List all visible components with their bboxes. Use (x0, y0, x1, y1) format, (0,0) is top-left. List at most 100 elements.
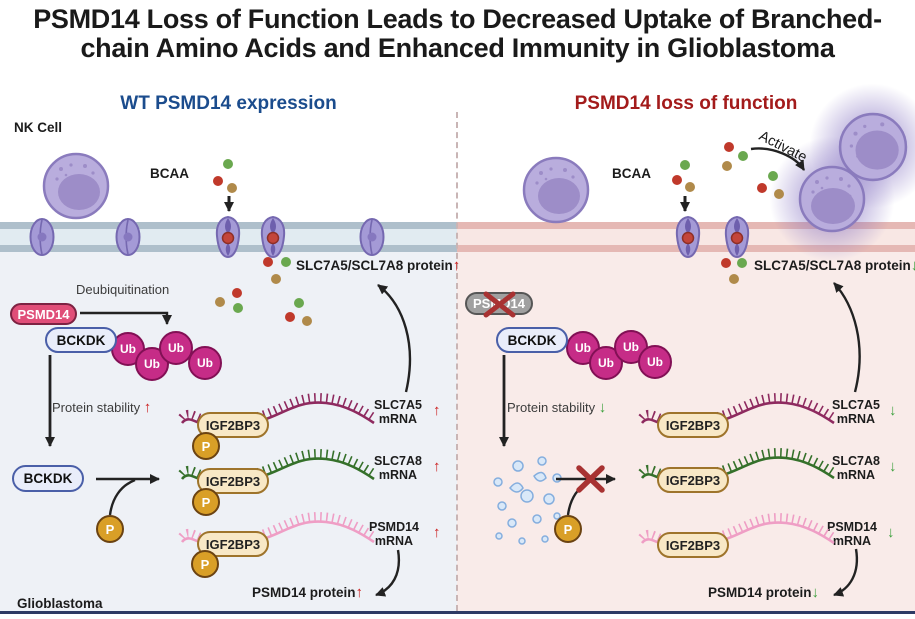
mrna-text: mRNA (378, 412, 418, 426)
nk-cell-label: NK Cell (14, 120, 63, 135)
transporter-active-icon (675, 216, 701, 258)
mrna-label-slc7a8-right: SLC7A8 mRNA (824, 454, 888, 482)
figure-bottom-border (0, 611, 915, 614)
slc-protein-label-right: SLC7A5/SCL7A8 protein↓ (754, 257, 915, 274)
figure-title: PSMD14 Loss of Function Leads to Decreas… (0, 5, 915, 63)
bcaa-dot-green (281, 257, 291, 267)
gene-name: SLC7A5 (374, 398, 422, 412)
bcaa-dot-red (232, 288, 242, 298)
increase-arrow: ↑ (433, 402, 441, 419)
phosphate-circle: P (192, 488, 220, 516)
bcaa-dot-red (672, 175, 682, 185)
bcaa-dot-green (680, 160, 690, 170)
igf2bp3-pill: IGF2BP3 (197, 412, 269, 438)
mrna-label-slc7a5-left: SLC7A5 mRNA (366, 398, 430, 426)
bcaa-label-left: BCAA (150, 166, 189, 181)
nk-cell-icon (522, 156, 590, 224)
protein-stability-label-left: Protein stability ↑ (52, 399, 151, 416)
bcaa-dot-green (223, 159, 233, 169)
bcaa-dot-brown (227, 183, 237, 193)
bcaa-dot-brown (729, 274, 739, 284)
title-line-2: chain Amino Acids and Enhanced Immunity … (80, 33, 835, 63)
psmd14-pill: PSMD14 (10, 303, 77, 325)
phosphate-circle: P (192, 432, 220, 460)
gene-name: PSMD14 (368, 520, 420, 534)
ubiquitin-circle: Ub (159, 331, 193, 365)
increase-arrow: ↑ (433, 524, 441, 541)
left-panel-header: WT PSMD14 expression (120, 93, 337, 114)
psmd14-protein-text: PSMD14 protein (708, 585, 812, 600)
ubiquitin-circle: Ub (638, 345, 672, 379)
bcaa-dot-red (285, 312, 295, 322)
psmd14-protein-label-right: PSMD14 protein↓ (708, 584, 819, 601)
decrease-arrow: ↓ (910, 257, 915, 274)
transporter-active-icon (724, 216, 750, 258)
bcaa-dot-red (721, 258, 731, 268)
bcaa-dot-brown (302, 316, 312, 326)
slc-protein-text: SLC7A5/SCL7A8 protein (754, 258, 911, 273)
bcaa-dot-brown (271, 274, 281, 284)
psmd14-protein-label-left: PSMD14 protein↑ (252, 584, 363, 601)
slc-protein-text: SLC7A5/SCL7A8 protein (296, 258, 453, 273)
transporter-icon (115, 218, 141, 256)
bcaa-dot-red (263, 257, 273, 267)
phosphate-circle: P (554, 515, 582, 543)
transporter-active-icon (215, 216, 241, 258)
right-panel-header: PSMD14 loss of function (574, 93, 798, 114)
mrna-text: mRNA (378, 468, 418, 482)
bckdk-pill: BCKDK (12, 465, 84, 492)
mrna-text: mRNA (832, 534, 872, 548)
increase-arrow: ↑ (433, 458, 441, 475)
bcaa-dot-brown (685, 182, 695, 192)
decrease-arrow: ↓ (889, 458, 897, 475)
deubiquitination-label: Deubiquitination (76, 282, 170, 297)
decrease-arrow: ↓ (811, 584, 820, 601)
glioblastoma-label: Glioblastoma (17, 596, 103, 611)
nk-cell-icon (42, 152, 110, 220)
bcaa-dot-green (233, 303, 243, 313)
protein-stability-label-right: Protein stability ↓ (507, 399, 606, 416)
phosphate-circle: P (96, 515, 124, 543)
bcaa-dot-green (737, 258, 747, 268)
ubiquitin-circle: Ub (188, 346, 222, 380)
decrease-arrow: ↓ (889, 402, 897, 419)
transporter-icon (29, 218, 55, 256)
psmd14-lost-pill: PSMD14 (465, 292, 533, 315)
phosphate-circle: P (191, 550, 219, 578)
gene-name: PSMD14 (826, 520, 878, 534)
igf2bp3-pill: IGF2BP3 (657, 412, 729, 438)
bcaa-dot-green (738, 151, 748, 161)
transporter-active-icon (260, 216, 286, 258)
activated-nk-cell-icon (838, 112, 908, 182)
increase-arrow: ↑ (143, 399, 152, 416)
bcaa-dot-brown (722, 161, 732, 171)
panel-divider (456, 112, 458, 611)
mrna-text: mRNA (836, 468, 876, 482)
mrna-label-slc7a8-left: SLC7A8 mRNA (366, 454, 430, 482)
bcaa-dot-red (724, 142, 734, 152)
bcaa-dot-green (768, 171, 778, 181)
slc-protein-label-left: SLC7A5/SCL7A8 protein↑ (296, 257, 460, 274)
mrna-label-psmd14-right: PSMD14 mRNA (820, 520, 884, 548)
mrna-text: mRNA (374, 534, 414, 548)
activated-nk-cell-icon (798, 165, 866, 233)
psmd14-protein-text: PSMD14 protein (252, 585, 356, 600)
bcaa-dot-red (213, 176, 223, 186)
bcaa-dot-brown (215, 297, 225, 307)
bcaa-dot-red (757, 183, 767, 193)
igf2bp3-pill: IGF2BP3 (657, 467, 729, 493)
mrna-label-psmd14-left: PSMD14 mRNA (362, 520, 426, 548)
title-line-1: PSMD14 Loss of Function Leads to Decreas… (33, 4, 882, 34)
transporter-icon (359, 218, 385, 256)
degraded-protein-fragments (493, 456, 562, 545)
bckdk-pill: BCKDK (496, 327, 568, 353)
gene-name: SLC7A5 (832, 398, 880, 412)
bcaa-dot-brown (774, 189, 784, 199)
bckdk-pill: BCKDK (45, 327, 117, 353)
mrna-text: mRNA (836, 412, 876, 426)
bcaa-dot-green (294, 298, 304, 308)
increase-arrow: ↑ (452, 257, 461, 274)
increase-arrow: ↑ (355, 584, 364, 601)
decrease-arrow: ↓ (598, 399, 607, 416)
